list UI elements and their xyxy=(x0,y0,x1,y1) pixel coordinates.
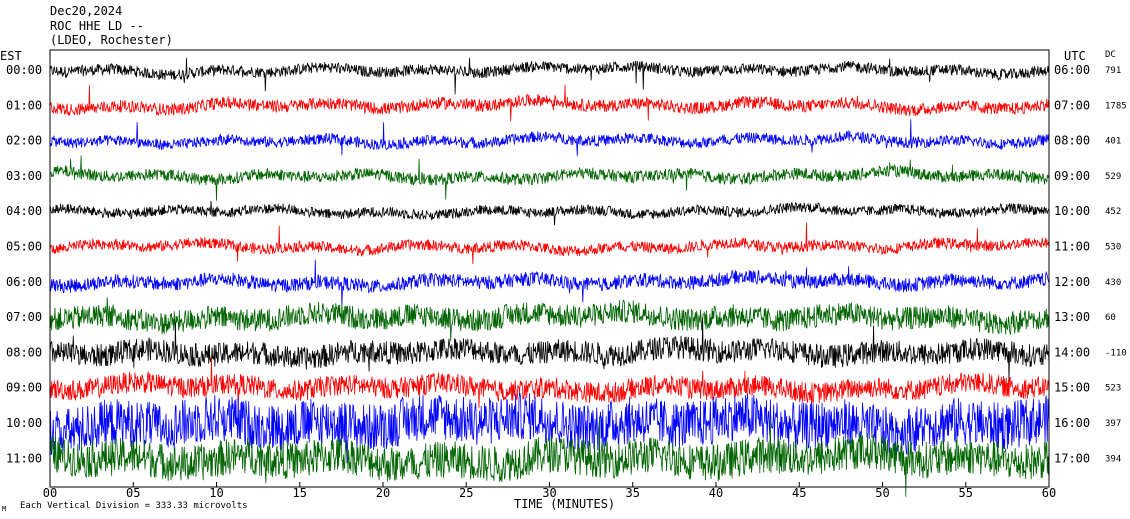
x-tick-label: 45 xyxy=(792,486,806,500)
utc-label: 08:00 xyxy=(1054,134,1090,148)
est-label: 11:00 xyxy=(6,451,42,465)
utc-hour-labels: 06:00 07:00 08:00 09:00 10:00 11:00 12:00 13:00… xyxy=(1054,63,1090,465)
utc-label: 12:00 xyxy=(1054,275,1090,289)
left-timezone-label: EST xyxy=(0,49,22,63)
est-label: 04:00 xyxy=(6,204,42,218)
x-tick-label: 35 xyxy=(626,486,640,500)
utc-label: 07:00 xyxy=(1054,98,1090,112)
est-label: 01:00 xyxy=(6,98,42,112)
chart-subtitle: (LDEO, Rochester) xyxy=(50,33,173,47)
dc-value: 60 xyxy=(1105,313,1116,323)
x-tick-label: 15 xyxy=(293,486,307,500)
utc-label: 14:00 xyxy=(1054,345,1090,359)
trace-0800-utc xyxy=(50,119,1050,157)
dc-value: 791 xyxy=(1105,66,1121,76)
scale-footnote: Each Vertical Division = 333.33 microvol… xyxy=(20,501,248,511)
utc-label: 17:00 xyxy=(1054,451,1090,465)
trace-1000-utc xyxy=(49,200,1050,226)
corner-mark: M xyxy=(2,505,6,513)
dc-value: 452 xyxy=(1105,207,1121,217)
x-tick-label: 30 xyxy=(542,486,556,500)
utc-label: 15:00 xyxy=(1054,381,1090,395)
est-label: 08:00 xyxy=(6,345,42,359)
x-axis-title: TIME (MINUTES) xyxy=(514,497,615,511)
trace-1700-utc xyxy=(49,417,1050,497)
trace-0900-utc xyxy=(49,155,1050,201)
x-tick-label: 60 xyxy=(1042,486,1056,500)
est-label: 02:00 xyxy=(6,134,42,148)
dc-value: 401 xyxy=(1105,137,1121,147)
chart-date: Dec20,2024 xyxy=(50,4,123,18)
utc-label: 16:00 xyxy=(1054,416,1090,430)
dc-value: 394 xyxy=(1105,454,1121,464)
est-label: 10:00 xyxy=(6,416,42,430)
dc-value: 530 xyxy=(1105,243,1121,253)
trace-1200-utc xyxy=(49,259,1050,307)
x-tick-label: 05 xyxy=(126,486,140,500)
utc-label: 13:00 xyxy=(1054,310,1090,324)
x-axis-ticks: 00 05 10 15 20 25 30 35 40 45 50 55 60 xyxy=(43,482,1056,500)
dc-column-header: DC xyxy=(1105,50,1116,60)
est-label: 03:00 xyxy=(6,169,42,183)
dc-value: 529 xyxy=(1105,172,1121,182)
trace-1400-utc xyxy=(49,317,1050,382)
x-tick-label: 55 xyxy=(959,486,973,500)
dc-value: 397 xyxy=(1105,419,1121,429)
est-label: 00:00 xyxy=(6,63,42,77)
trace-1500-utc xyxy=(49,357,1050,414)
trace-0600-utc xyxy=(49,57,1050,95)
dc-value: 430 xyxy=(1105,278,1121,288)
utc-label: 06:00 xyxy=(1054,63,1090,77)
x-tick-label: 10 xyxy=(209,486,223,500)
utc-label: 11:00 xyxy=(1054,240,1090,254)
dc-value: -110 xyxy=(1105,348,1127,358)
x-tick-label: 25 xyxy=(459,486,473,500)
dc-offset-labels: 791 1785 401 529 452 530 430 60 -110 523 397 394 xyxy=(1105,66,1127,464)
chart-title: ROC HHE LD -- xyxy=(50,19,144,33)
est-label: 07:00 xyxy=(6,310,42,324)
x-tick-label: 20 xyxy=(376,486,390,500)
x-tick-label: 40 xyxy=(709,486,723,500)
trace-1100-utc xyxy=(49,222,1050,265)
est-label: 09:00 xyxy=(6,381,42,395)
est-label: 06:00 xyxy=(6,275,42,289)
x-tick-label: 50 xyxy=(875,486,889,500)
trace-group xyxy=(49,57,1050,497)
trace-1600-utc xyxy=(49,392,1050,464)
trace-1300-utc xyxy=(49,297,1050,342)
utc-label: 09:00 xyxy=(1054,169,1090,183)
trace-0700-utc xyxy=(49,84,1050,122)
right-timezone-label: UTC xyxy=(1064,49,1086,63)
est-hour-labels: 00:00 01:00 02:00 03:00 04:00 05:00 06:00 07:00… xyxy=(6,63,42,465)
utc-label: 10:00 xyxy=(1054,204,1090,218)
est-label: 05:00 xyxy=(6,240,42,254)
x-tick-label: 00 xyxy=(43,486,57,500)
dc-value: 1785 xyxy=(1105,101,1127,111)
dc-value: 523 xyxy=(1105,384,1121,394)
